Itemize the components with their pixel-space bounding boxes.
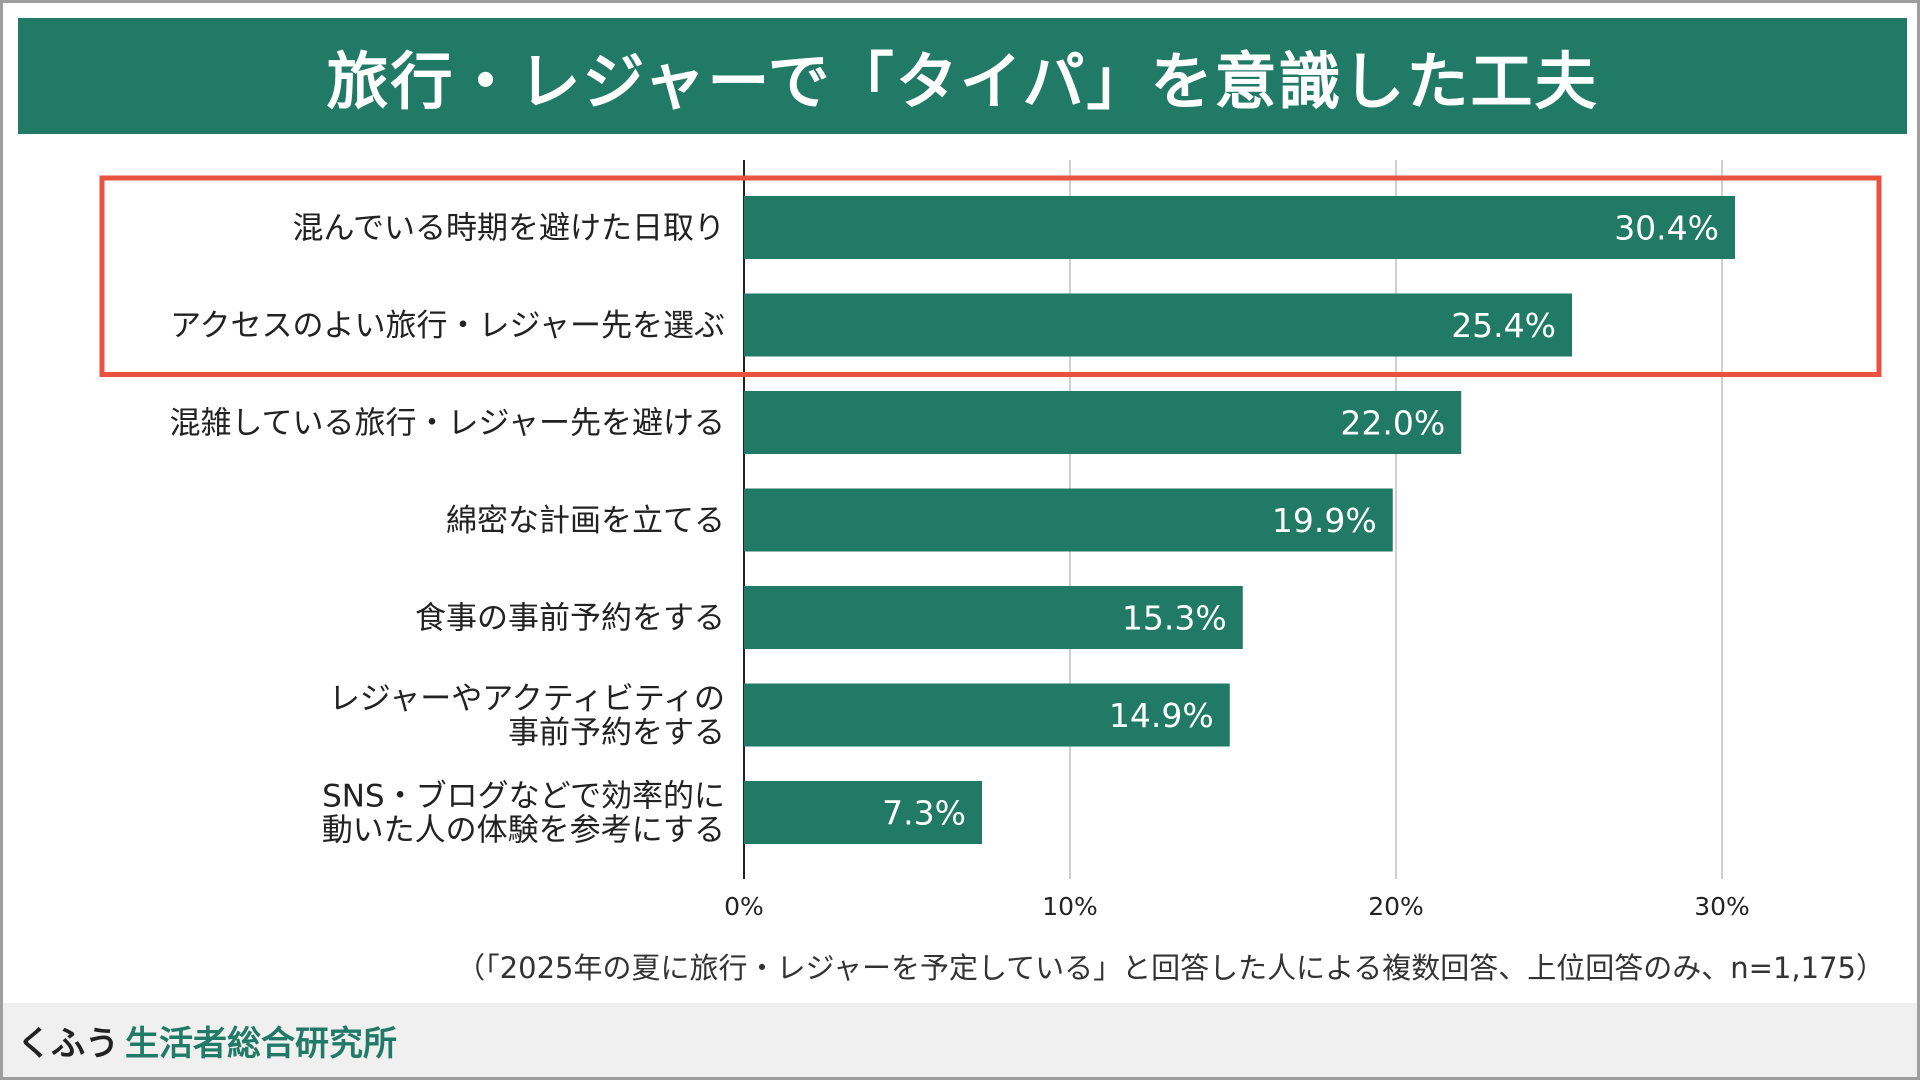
x-axis-ticks: 0% 10% 20% 30%	[724, 892, 1750, 921]
bars: 30.4% 25.4% 22.0% 19.9% 15.3% 14.9% 7.3%	[744, 196, 1736, 844]
bar	[744, 391, 1462, 454]
survey-note: （「2025年の夏に旅行・レジャーを予定している」と回答した人による複数回答、上…	[456, 951, 1885, 985]
chart-title: 旅行・レジャーで「タイパ」を意識した工夫	[326, 45, 1599, 118]
highlight-rectangle	[99, 175, 1882, 377]
value-label: 15.3%	[1122, 599, 1227, 638]
category-label: レジャーやアクティビティの	[329, 681, 725, 717]
footer: くふう 生活者総合研究所	[3, 1003, 1917, 1077]
x-tick-label: 10%	[1042, 892, 1098, 921]
category-label: 綿密な計画を立てる	[446, 503, 725, 539]
title-bar: 旅行・レジャーで「タイパ」を意識した工夫	[18, 18, 1907, 134]
category-label: アクセスのよい旅行・レジャー先を選ぶ	[170, 308, 725, 344]
value-label: 25.4%	[1451, 306, 1556, 345]
category-label: 事前予約をする	[508, 715, 725, 751]
bar	[744, 196, 1736, 259]
bar-chart: 30.4% 25.4% 22.0% 19.9% 15.3% 14.9% 7.3% 混んでいる…	[99, 160, 1882, 921]
value-label: 22.0%	[1340, 404, 1445, 443]
highlight-box	[99, 175, 1882, 377]
bar	[744, 586, 1243, 649]
value-label: 14.9%	[1109, 696, 1214, 735]
category-label: 混雑している旅行・レジャー先を避ける	[169, 406, 725, 442]
category-label: 動いた人の体験を参考にする	[322, 813, 725, 849]
value-label: 19.9%	[1272, 501, 1377, 540]
bar	[744, 781, 982, 844]
category-label: 食事の事前予約をする	[415, 601, 725, 637]
category-labels: 混んでいる時期を避けた日取りアクセスのよい旅行・レジャー先を選ぶ混雑している旅行…	[169, 211, 725, 849]
brand-kana: くふう	[17, 1023, 119, 1064]
bar	[744, 293, 1573, 357]
x-tick-label: 30%	[1694, 892, 1750, 921]
brand-name: 生活者総合研究所	[125, 1023, 397, 1064]
x-tick-label: 0%	[724, 892, 764, 921]
x-tick-label: 20%	[1368, 892, 1424, 921]
category-label: SNS・ブログなどで効率的に	[322, 779, 725, 815]
value-label: 30.4%	[1614, 209, 1719, 248]
bar	[744, 488, 1393, 552]
value-label: 7.3%	[882, 794, 966, 833]
bar	[744, 683, 1230, 747]
category-label: 混んでいる時期を避けた日取り	[293, 211, 725, 247]
